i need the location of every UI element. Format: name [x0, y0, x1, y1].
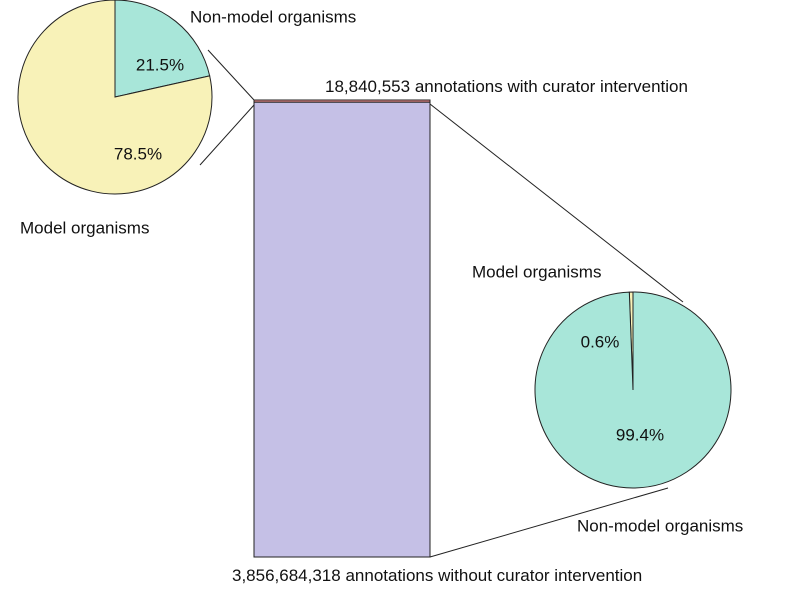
connector — [199, 104, 255, 166]
slice-value-label: 78.5% — [114, 144, 162, 163]
slice-category-label: Non-model organisms — [190, 7, 356, 26]
connector — [207, 49, 255, 101]
connector — [429, 487, 669, 558]
segment-label: 3,856,684,318 annotations without curato… — [232, 566, 642, 585]
slice-category-label: Model organisms — [20, 218, 149, 237]
segment-label: 18,840,553 annotations with curator inte… — [325, 77, 688, 96]
pie-slice — [17, 0, 213, 195]
bar-segment — [253, 101, 431, 558]
slice-value-label: 0.6% — [581, 332, 620, 351]
pie-slice — [114, 0, 211, 98]
slice-category-label: Non-model organisms — [577, 516, 743, 535]
segment-value-label: 3,856,684,318 — [232, 566, 341, 585]
slice-value-label: 99.4% — [616, 425, 664, 444]
connector — [429, 103, 684, 303]
segment-name: annotations with curator intervention — [415, 77, 688, 96]
segment-value-label: 18,840,553 — [325, 77, 410, 96]
slice-value-label: 21.5% — [136, 55, 184, 74]
segment-name: annotations without curator intervention — [345, 566, 642, 585]
pie-slice — [534, 291, 732, 489]
slice-category-label: Model organisms — [472, 262, 601, 281]
